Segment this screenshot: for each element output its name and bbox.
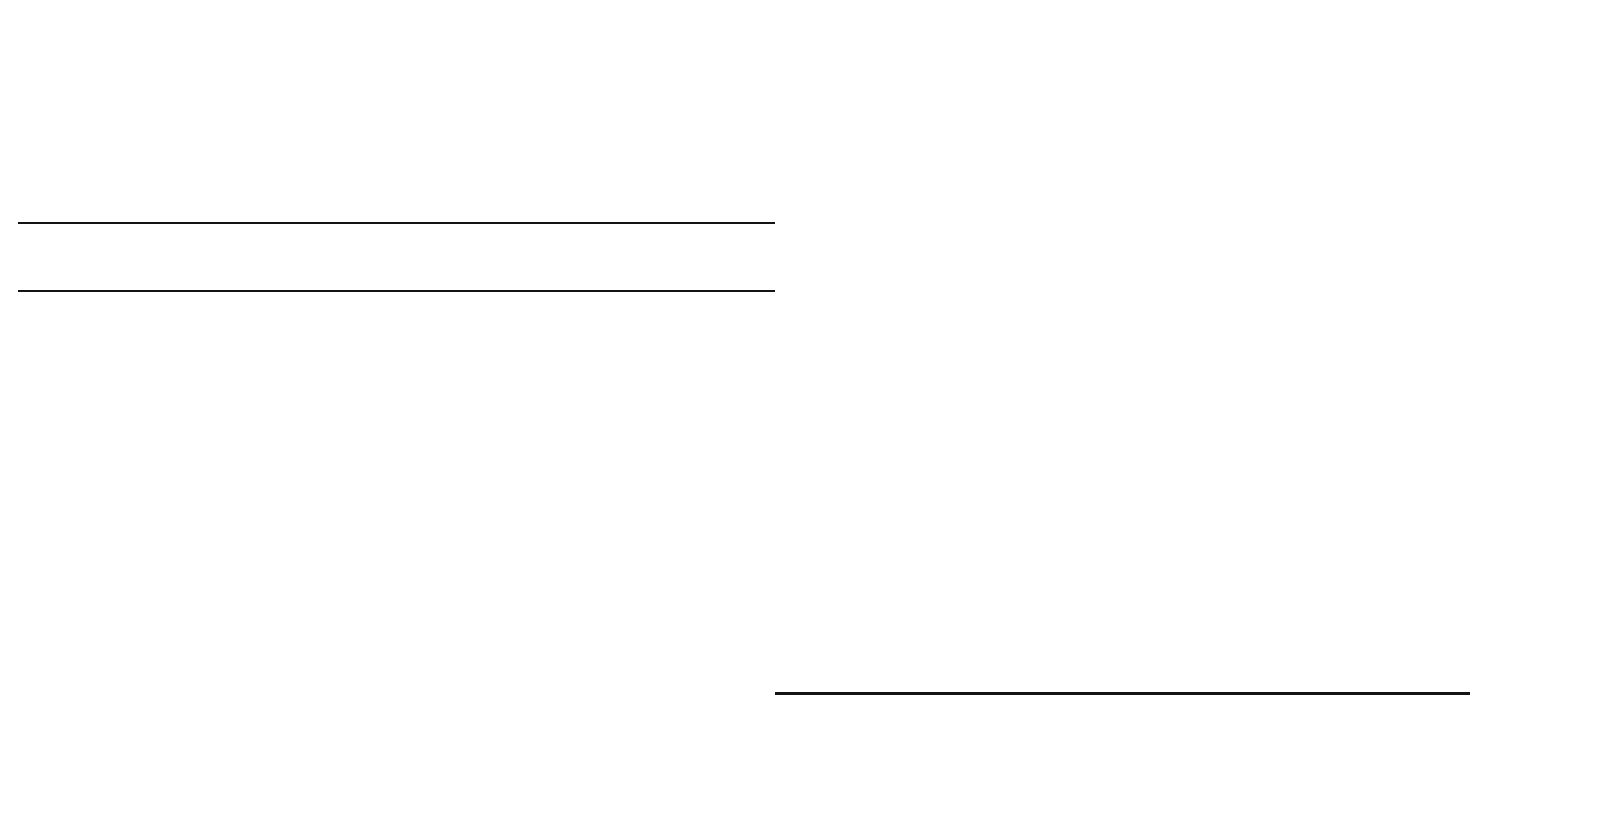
comparison-table (18, 222, 775, 292)
table-header-row (18, 224, 775, 292)
x-axis-line (775, 692, 1470, 695)
